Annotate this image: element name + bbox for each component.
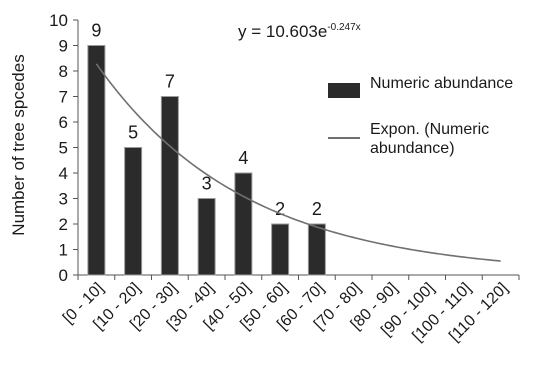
y-tick-label: 1 xyxy=(59,241,68,260)
trendline-curve xyxy=(95,63,501,262)
bar-data-label: 3 xyxy=(202,174,212,194)
bar-data-label: 9 xyxy=(91,21,101,41)
y-tick-label: 9 xyxy=(59,37,68,56)
bar-data-label: 2 xyxy=(275,199,285,219)
legend-item-trendline: Expon. (Numeric abundance) xyxy=(328,118,538,158)
y-tick-label: 0 xyxy=(59,266,68,285)
y-axis-label: Number of tree spcedes xyxy=(6,20,32,270)
legend-label-trendline: Expon. (Numeric abundance) xyxy=(370,121,490,157)
bar-data-label: 5 xyxy=(128,123,138,143)
y-tick-label: 8 xyxy=(59,62,68,81)
y-tick-label: 5 xyxy=(59,139,68,158)
y-tick-label: 4 xyxy=(59,164,68,183)
y-tick-label: 10 xyxy=(49,11,68,30)
bar-data-label: 4 xyxy=(238,148,248,168)
bar-data-label: 7 xyxy=(165,72,175,92)
bar xyxy=(197,198,216,276)
bar xyxy=(271,223,290,276)
bar xyxy=(87,45,106,276)
bar-data-label: 2 xyxy=(312,199,322,219)
trendline-equation-exponent: -0.247x xyxy=(327,22,361,33)
bar xyxy=(307,223,326,276)
legend: Numeric abundance Expon. (Numeric abunda… xyxy=(328,72,538,164)
y-tick-label: 2 xyxy=(59,215,68,234)
legend-item-bars: Numeric abundance xyxy=(328,72,538,112)
trendline-equation-base: y = 10.603e xyxy=(238,22,328,41)
y-tick-label: 7 xyxy=(59,88,68,107)
legend-swatch-bar xyxy=(328,83,360,98)
legend-label-bars: Numeric abundance xyxy=(370,75,514,92)
legend-swatch-line xyxy=(328,137,360,139)
trendline-equation: y = 10.603e-0.247x xyxy=(238,22,361,42)
y-axis-label-text: Number of tree spcedes xyxy=(9,54,28,236)
bar xyxy=(160,96,179,276)
y-tick-label: 3 xyxy=(59,190,68,209)
y-tick-label: 6 xyxy=(59,113,68,132)
bar xyxy=(124,147,143,276)
bar xyxy=(234,172,253,276)
